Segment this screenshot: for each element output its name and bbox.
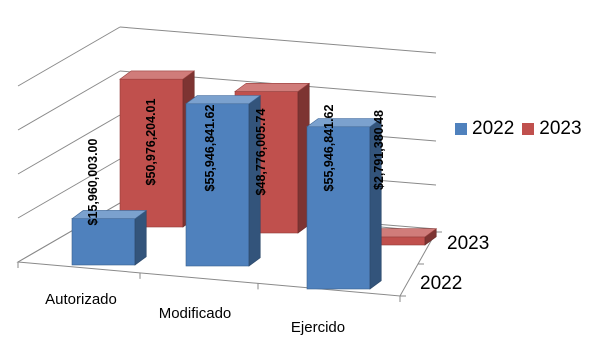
data-label-2022-autorizado: $15,960,003.00 <box>86 139 100 226</box>
bar-2022-modificado-top <box>185 95 262 105</box>
legend-item-2022: 2022 <box>455 118 514 140</box>
bar-2022-autorizado-side <box>134 209 147 266</box>
bar-2023-autorizado-top <box>119 70 196 80</box>
depth-label-2023: 2023 <box>447 233 489 254</box>
data-label-2022-ejercido: $55,946,841.62 <box>322 105 336 192</box>
depth-label-2022: 2022 <box>420 273 462 294</box>
bar-2022-ejercido-front <box>306 126 371 290</box>
data-label-2022-modificado: $55,946,841.62 <box>203 105 217 192</box>
bar-2023-modificado-top <box>234 82 311 92</box>
bar-2022-autorizado-top <box>71 210 148 220</box>
gridline <box>17 114 121 175</box>
legend-swatch-2022 <box>455 123 467 135</box>
data-labels: $50,976,204.01 $48,776,005.74 $2,791,380.4… <box>86 99 386 226</box>
bar-2022-ejercido <box>306 117 383 290</box>
legend-label-2023: 2023 <box>539 118 582 139</box>
data-label-2023-ejercido: $2,791,380.48 <box>372 110 386 190</box>
category-label-autorizado: Autorizado <box>45 291 117 308</box>
legend-item-2023: 2023 <box>522 118 582 140</box>
bar-2022-modificado <box>185 94 262 267</box>
gridline <box>17 158 121 219</box>
legend-label-2022: 2022 <box>472 118 515 139</box>
bars <box>71 70 438 290</box>
depth-labels: 2023 2022 <box>420 233 489 294</box>
bar-2022-modificado-front <box>185 103 250 267</box>
legend: 2022 2023 <box>455 118 590 140</box>
gridline <box>119 26 437 54</box>
category-labels: Autorizado Modificado Ejercido <box>45 291 345 336</box>
category-label-ejercido: Ejercido <box>291 319 345 336</box>
gridline <box>17 70 121 131</box>
data-label-2023-modificado: $48,776,005.74 <box>254 109 268 196</box>
gridline <box>17 26 121 87</box>
bar-2022-autorizado-front <box>71 218 136 266</box>
bar-2022-autorizado <box>71 209 148 266</box>
legend-swatch-2023 <box>522 123 535 135</box>
bar-2022-ejercido-top <box>306 118 383 128</box>
data-label-2023-autorizado: $50,976,204.01 <box>144 99 158 186</box>
category-label-modificado: Modificado <box>159 305 232 322</box>
